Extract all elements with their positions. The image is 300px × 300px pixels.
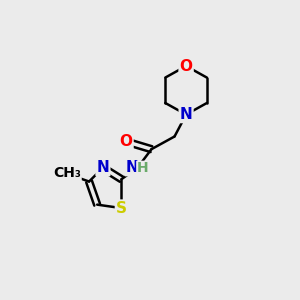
Text: N: N bbox=[97, 160, 109, 175]
Text: N: N bbox=[180, 107, 193, 122]
Text: O: O bbox=[180, 58, 193, 74]
Text: N: N bbox=[125, 160, 138, 175]
Text: O: O bbox=[119, 134, 133, 148]
Text: S: S bbox=[116, 201, 127, 216]
Text: CH₃: CH₃ bbox=[53, 167, 81, 180]
Text: H: H bbox=[137, 161, 148, 176]
